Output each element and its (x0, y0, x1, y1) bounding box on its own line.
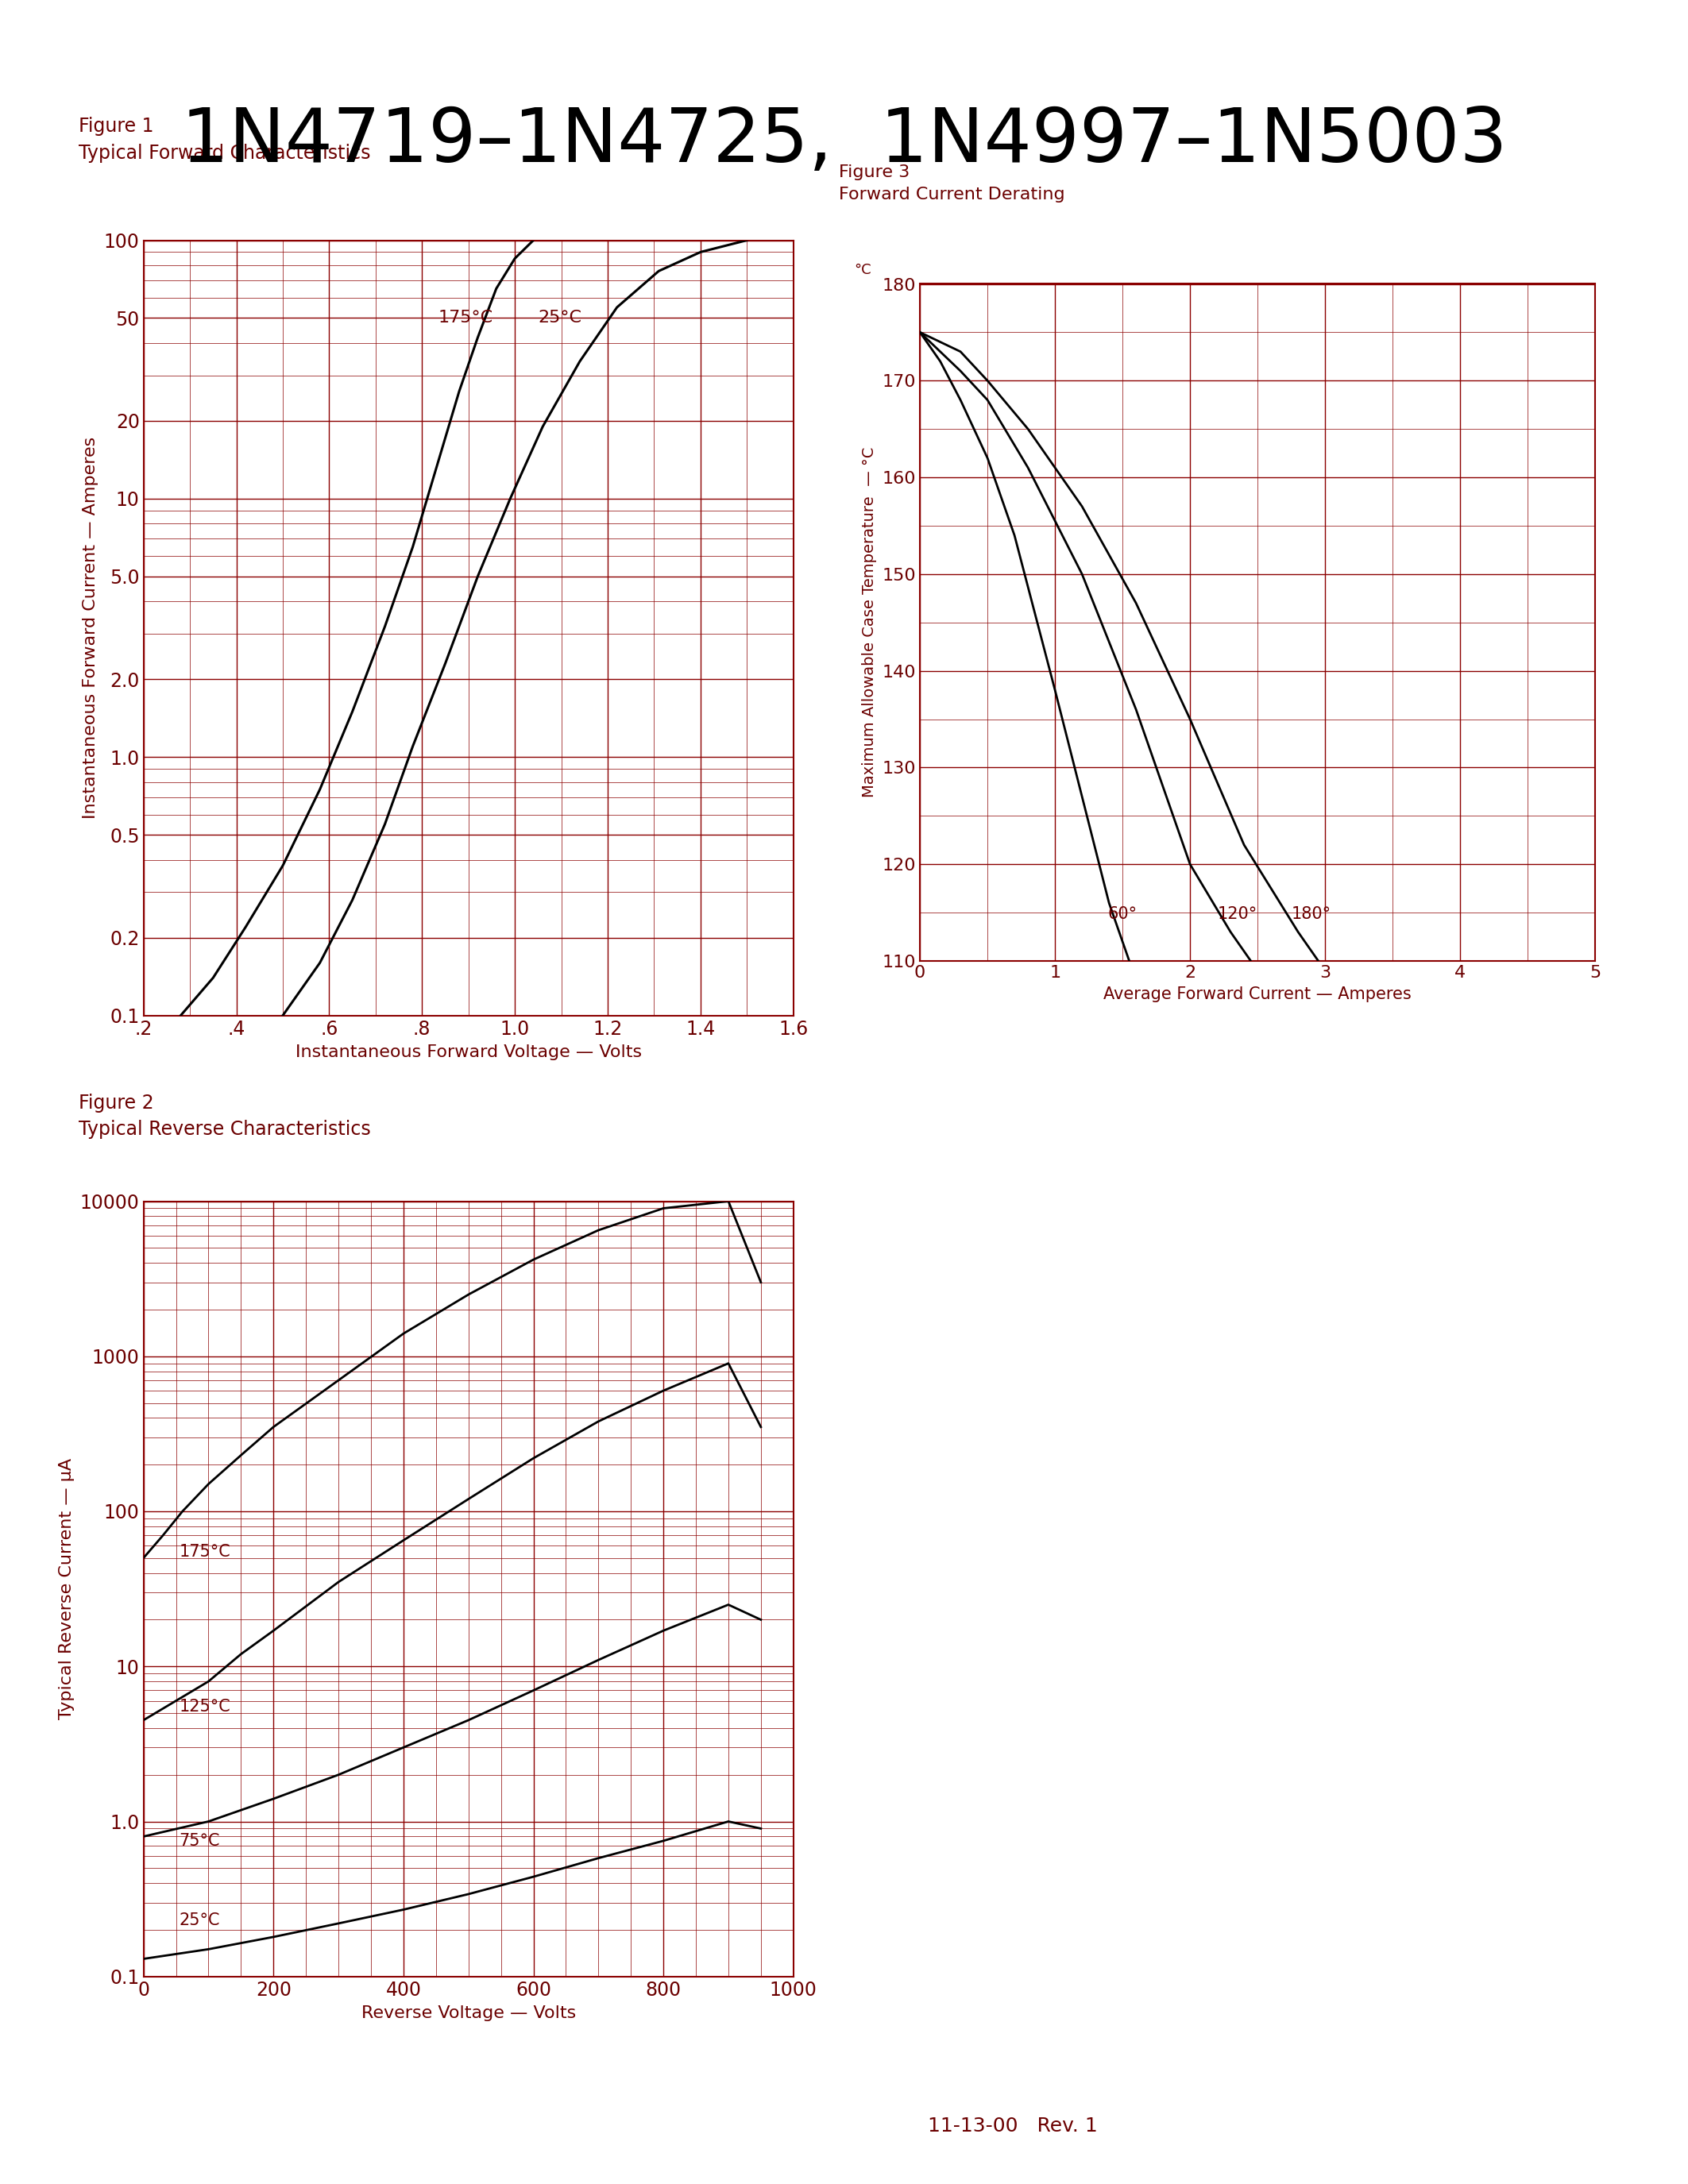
Text: Figure 1
Typical Forward Characteristics: Figure 1 Typical Forward Characteristics (78, 118, 370, 164)
Text: 25°C: 25°C (179, 1913, 219, 1928)
Text: 125°C: 125°C (179, 1699, 231, 1714)
Text: 180°: 180° (1291, 906, 1332, 922)
Text: 1N4719–1N4725,  1N4997–1N5003: 1N4719–1N4725, 1N4997–1N5003 (181, 105, 1507, 177)
X-axis label: Instantaneous Forward Voltage — Volts: Instantaneous Forward Voltage — Volts (295, 1044, 641, 1059)
Y-axis label: Maximum Allowable Case Temperature  — °C: Maximum Allowable Case Temperature — °C (861, 448, 876, 797)
Text: 60°: 60° (1107, 906, 1138, 922)
Text: 25°C: 25°C (538, 310, 582, 325)
Text: 175°C: 175°C (179, 1544, 231, 1559)
Text: 11-13-00   Rev. 1: 11-13-00 Rev. 1 (928, 2116, 1097, 2136)
Text: 175°C: 175°C (439, 310, 493, 325)
Text: Figure 3
Forward Current Derating: Figure 3 Forward Current Derating (839, 164, 1065, 203)
X-axis label: Reverse Voltage — Volts: Reverse Voltage — Volts (361, 2005, 576, 2020)
Text: 75°C: 75°C (179, 1832, 219, 1850)
Y-axis label: Typical Reverse Current — μA: Typical Reverse Current — μA (59, 1459, 74, 1719)
Y-axis label: Instantaneous Forward Current — Amperes: Instantaneous Forward Current — Amperes (83, 437, 98, 819)
Text: °C: °C (854, 262, 871, 277)
Text: Figure 2
Typical Reverse Characteristics: Figure 2 Typical Reverse Characteristics (78, 1094, 371, 1140)
Text: 120°: 120° (1217, 906, 1258, 922)
X-axis label: Average Forward Current — Amperes: Average Forward Current — Amperes (1104, 987, 1411, 1002)
